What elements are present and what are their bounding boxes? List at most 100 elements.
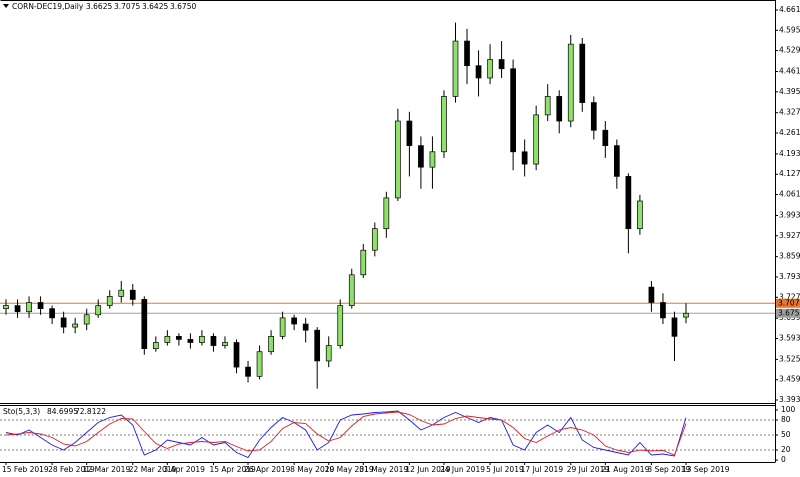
candle-body <box>176 335 182 340</box>
y-tick-label: 3.3930 <box>779 395 800 404</box>
indicator-value: 84.6995 <box>47 407 78 416</box>
candle-body <box>222 342 228 346</box>
candle-body <box>510 68 516 153</box>
y-tick-label: 3.9930 <box>779 210 800 219</box>
price-label-box <box>776 298 800 308</box>
candle-body <box>3 305 9 310</box>
x-tick-label: 24 Jun 2019 <box>440 465 485 474</box>
menu-arrow[interactable] <box>3 4 9 8</box>
candle-body <box>648 286 655 303</box>
candle-body <box>683 312 689 318</box>
candle-body <box>129 289 136 300</box>
candle-body <box>14 305 21 313</box>
x-tick-label: 20 May 2019 <box>325 465 374 474</box>
chart-title: CORN-DEC19,Daily <box>12 2 84 11</box>
candle-body <box>210 335 217 346</box>
x-tick-label: 5 Jul 2019 <box>486 465 524 474</box>
candle-body <box>60 317 67 328</box>
candle-body <box>95 305 102 316</box>
candle-body <box>418 145 424 168</box>
candle-body <box>37 302 44 310</box>
x-tick-label: 3 Apr 2019 <box>163 465 205 474</box>
candle-body <box>625 176 632 230</box>
candle-body <box>498 59 505 70</box>
candle-body <box>590 102 597 131</box>
candle-body <box>314 329 321 362</box>
stochastic-line <box>5 411 687 456</box>
candle-body <box>464 40 470 67</box>
y-tick-label: 50 <box>781 430 791 439</box>
y-tick-label: 3.5930 <box>779 333 800 342</box>
candle-body <box>245 366 251 377</box>
candle-body <box>671 317 678 337</box>
candle-body <box>72 323 79 328</box>
y-tick-label: 4.5290 <box>779 46 800 55</box>
candle-body <box>521 151 528 165</box>
candle-body <box>544 96 551 116</box>
x-tick-label: 3 Sep 2019 <box>647 465 690 474</box>
title-value: 3.7075 <box>114 2 140 11</box>
y-tick-label: 4.1270 <box>779 169 800 178</box>
y-tick-label: 3.8590 <box>779 252 800 261</box>
candle-body <box>118 289 125 297</box>
y-tick-label: 4.0610 <box>779 190 800 199</box>
candle-body <box>613 145 620 177</box>
candle-body <box>533 114 540 165</box>
candle-body <box>26 302 32 313</box>
candle-body <box>660 302 666 319</box>
x-tick-label: 12 Jun 2019 <box>405 465 450 474</box>
candle-body <box>602 129 609 146</box>
candle-body <box>406 120 413 146</box>
candle-body <box>441 96 447 153</box>
candle-body <box>348 274 355 306</box>
indicator-title: Sto(5,3,3) <box>3 407 40 416</box>
candle-body <box>302 323 309 331</box>
candle-body <box>429 151 436 168</box>
candle-body <box>579 43 586 103</box>
candle-body <box>556 96 563 122</box>
x-tick-label: 15 Feb 2019 <box>2 465 49 474</box>
y-tick-label: 0 <box>781 455 786 464</box>
candle-body <box>325 345 332 362</box>
candle-body <box>164 335 171 343</box>
candle-body <box>106 295 113 306</box>
stochastic-line <box>5 410 687 459</box>
y-tick-label: 4.4610 <box>779 67 800 76</box>
indicator-value: 72.8122 <box>75 407 106 416</box>
y-tick-label: 4.6610 <box>779 5 800 14</box>
candle-body <box>256 351 263 377</box>
y-tick-label: 4.5950 <box>779 25 800 34</box>
y-tick-label: 80 <box>781 415 791 424</box>
candle-body <box>371 228 378 251</box>
y-tick-label: 4.3270 <box>779 108 800 117</box>
x-tick-label: 28 Feb 2019 <box>48 465 95 474</box>
x-tick-label: 8 May 2019 <box>290 465 334 474</box>
candle-body <box>199 335 205 343</box>
candle-body <box>475 65 482 79</box>
x-tick-label: 15 Apr 2019 <box>209 465 256 474</box>
candle-body <box>49 308 55 319</box>
candle-body <box>383 197 390 230</box>
candle-body <box>268 335 274 353</box>
candle-body <box>360 249 367 276</box>
title-value: 3.6750 <box>170 2 196 11</box>
x-tick-label: 31 May 2019 <box>359 465 408 474</box>
x-tick-label: 12 Mar 2019 <box>83 465 131 474</box>
y-tick-label: 3.9270 <box>779 231 800 240</box>
candle-body <box>83 314 90 325</box>
price-label-box <box>776 308 800 318</box>
y-tick-label: 20 <box>781 445 791 454</box>
candle-body <box>233 342 240 368</box>
title-value: 3.6625 <box>86 2 112 11</box>
x-tick-label: 13 Sep 2019 <box>682 465 730 474</box>
y-tick-label: 100 <box>781 405 796 414</box>
x-tick-label: 29 Jul 2019 <box>567 465 610 474</box>
price-label: 3.6750 <box>778 308 800 317</box>
y-tick-label: 3.5250 <box>779 354 800 363</box>
candle-body <box>567 43 574 122</box>
candle-body <box>187 339 194 343</box>
x-tick-label: 22 Mar 2019 <box>129 465 177 474</box>
y-tick-label: 4.1930 <box>779 149 800 158</box>
y-tick-label: 4.2610 <box>779 128 800 137</box>
